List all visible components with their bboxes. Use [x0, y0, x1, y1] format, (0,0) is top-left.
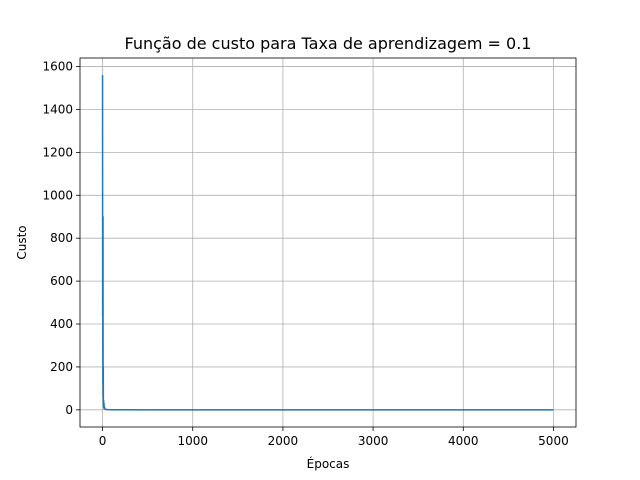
x-tick-label: 3000 [358, 434, 389, 448]
plot-frame [79, 57, 577, 428]
x-tick-label: 0 [99, 434, 107, 448]
y-tick-label: 1600 [42, 60, 73, 74]
x-tick-label: 2000 [268, 434, 299, 448]
y-tick-label: 600 [50, 274, 73, 288]
y-tick-label: 400 [50, 317, 73, 331]
x-tick-label: 1000 [177, 434, 208, 448]
y-tick-label: 1000 [42, 188, 73, 202]
grid [80, 58, 576, 427]
x-axis-title: Épocas [307, 456, 350, 471]
y-tick-label: 1200 [42, 145, 73, 159]
ticks: 0 1000 2000 3000 4000 5000 0 200 400 600 800 1000 12… [42, 60, 568, 448]
chart-title: Função de custo para Taxa de aprendizage… [125, 34, 532, 53]
y-tick-label: 800 [50, 231, 73, 245]
y-tick-label: 200 [50, 360, 73, 374]
cost-series-line [101, 75, 554, 411]
y-tick-label: 1400 [42, 102, 73, 116]
x-tick-label: 5000 [538, 434, 569, 448]
series-layer [101, 75, 554, 411]
x-tick-label: 4000 [448, 434, 479, 448]
y-tick-label: 0 [65, 403, 73, 417]
y-axis-title: Custo [15, 225, 29, 259]
